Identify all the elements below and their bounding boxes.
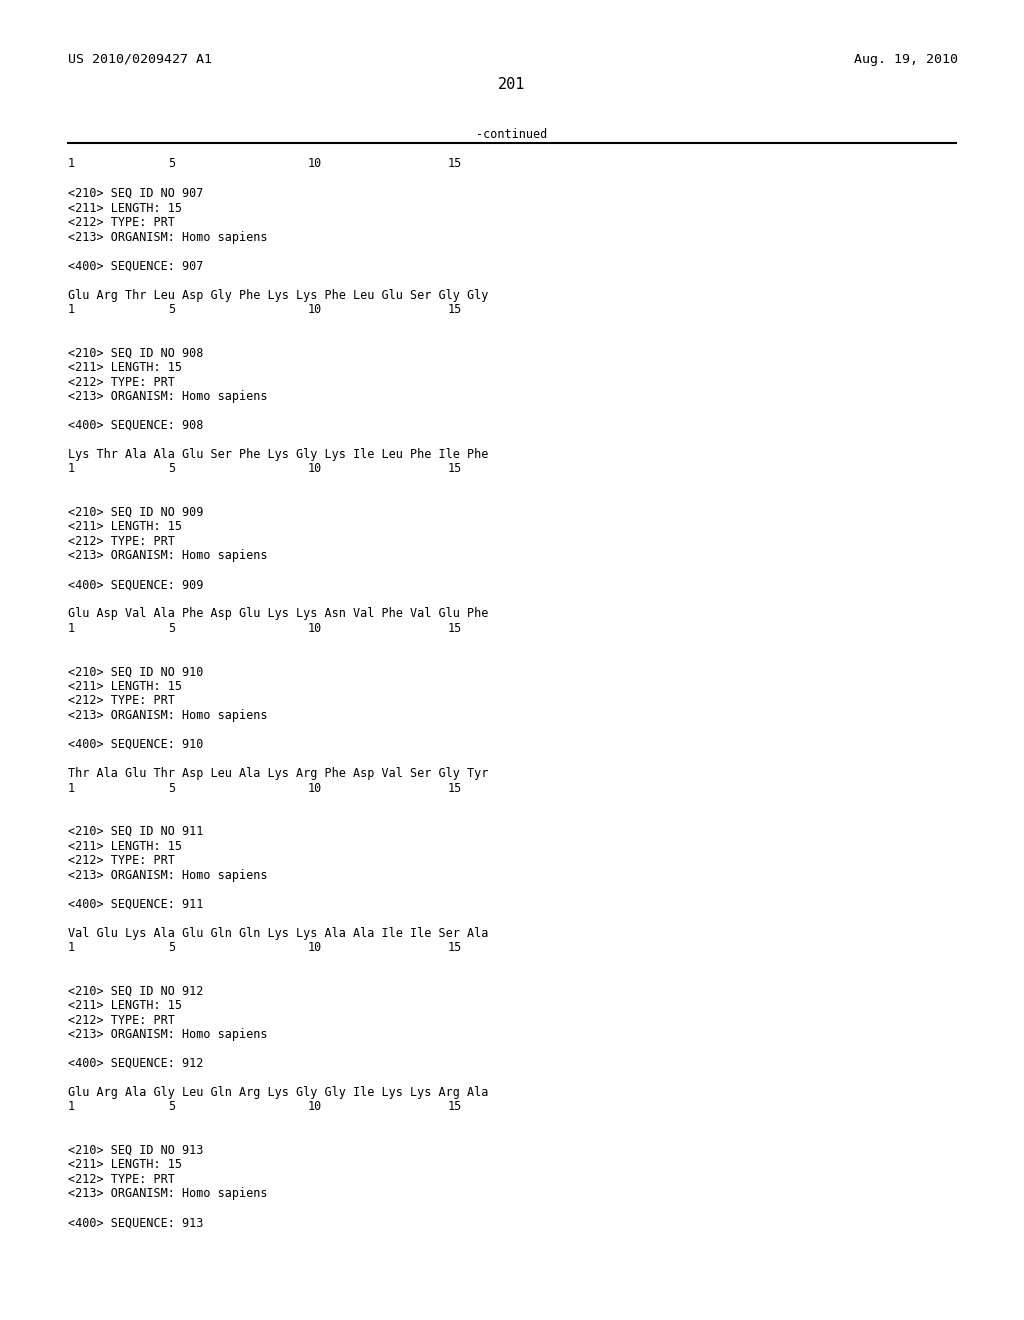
Text: Glu Arg Thr Leu Asp Gly Phe Lys Lys Phe Leu Glu Ser Gly Gly: Glu Arg Thr Leu Asp Gly Phe Lys Lys Phe …: [68, 289, 488, 301]
Text: <400> SEQUENCE: 911: <400> SEQUENCE: 911: [68, 898, 204, 911]
Text: -continued: -continued: [476, 128, 548, 141]
Text: 10: 10: [308, 781, 323, 795]
Text: <211> LENGTH: 15: <211> LENGTH: 15: [68, 680, 182, 693]
Text: <213> ORGANISM: Homo sapiens: <213> ORGANISM: Homo sapiens: [68, 1028, 267, 1041]
Text: <210> SEQ ID NO 912: <210> SEQ ID NO 912: [68, 985, 204, 998]
Text: 1: 1: [68, 462, 75, 475]
Text: 5: 5: [168, 781, 175, 795]
Text: <210> SEQ ID NO 910: <210> SEQ ID NO 910: [68, 665, 204, 678]
Text: 15: 15: [449, 1101, 462, 1114]
Text: <400> SEQUENCE: 907: <400> SEQUENCE: 907: [68, 260, 204, 272]
Text: Glu Arg Ala Gly Leu Gln Arg Lys Gly Gly Ile Lys Lys Arg Ala: Glu Arg Ala Gly Leu Gln Arg Lys Gly Gly …: [68, 1086, 488, 1100]
Text: 10: 10: [308, 304, 323, 315]
Text: Aug. 19, 2010: Aug. 19, 2010: [854, 53, 958, 66]
Text: <212> TYPE: PRT: <212> TYPE: PRT: [68, 1014, 175, 1027]
Text: <210> SEQ ID NO 909: <210> SEQ ID NO 909: [68, 506, 204, 519]
Text: US 2010/0209427 A1: US 2010/0209427 A1: [68, 53, 212, 66]
Text: 5: 5: [168, 157, 175, 170]
Text: <400> SEQUENCE: 909: <400> SEQUENCE: 909: [68, 578, 204, 591]
Text: 1: 1: [68, 781, 75, 795]
Text: 1: 1: [68, 941, 75, 954]
Text: <211> LENGTH: 15: <211> LENGTH: 15: [68, 1159, 182, 1172]
Text: 10: 10: [308, 157, 323, 170]
Text: <212> TYPE: PRT: <212> TYPE: PRT: [68, 375, 175, 388]
Text: 15: 15: [449, 304, 462, 315]
Text: <212> TYPE: PRT: <212> TYPE: PRT: [68, 694, 175, 708]
Text: 10: 10: [308, 622, 323, 635]
Text: <400> SEQUENCE: 910: <400> SEQUENCE: 910: [68, 738, 204, 751]
Text: <212> TYPE: PRT: <212> TYPE: PRT: [68, 216, 175, 228]
Text: <400> SEQUENCE: 913: <400> SEQUENCE: 913: [68, 1217, 204, 1229]
Text: 1: 1: [68, 622, 75, 635]
Text: <213> ORGANISM: Homo sapiens: <213> ORGANISM: Homo sapiens: [68, 869, 267, 882]
Text: 5: 5: [168, 304, 175, 315]
Text: <212> TYPE: PRT: <212> TYPE: PRT: [68, 854, 175, 867]
Text: <212> TYPE: PRT: <212> TYPE: PRT: [68, 535, 175, 548]
Text: <210> SEQ ID NO 908: <210> SEQ ID NO 908: [68, 346, 204, 359]
Text: <210> SEQ ID NO 911: <210> SEQ ID NO 911: [68, 825, 204, 838]
Text: <400> SEQUENCE: 912: <400> SEQUENCE: 912: [68, 1057, 204, 1071]
Text: <210> SEQ ID NO 913: <210> SEQ ID NO 913: [68, 1144, 204, 1158]
Text: 1: 1: [68, 1101, 75, 1114]
Text: <211> LENGTH: 15: <211> LENGTH: 15: [68, 999, 182, 1012]
Text: <213> ORGANISM: Homo sapiens: <213> ORGANISM: Homo sapiens: [68, 231, 267, 243]
Text: 15: 15: [449, 157, 462, 170]
Text: 5: 5: [168, 941, 175, 954]
Text: 10: 10: [308, 941, 323, 954]
Text: <211> LENGTH: 15: <211> LENGTH: 15: [68, 202, 182, 214]
Text: <212> TYPE: PRT: <212> TYPE: PRT: [68, 1173, 175, 1185]
Text: 10: 10: [308, 462, 323, 475]
Text: 5: 5: [168, 1101, 175, 1114]
Text: <211> LENGTH: 15: <211> LENGTH: 15: [68, 520, 182, 533]
Text: <211> LENGTH: 15: <211> LENGTH: 15: [68, 360, 182, 374]
Text: 15: 15: [449, 462, 462, 475]
Text: 1: 1: [68, 157, 75, 170]
Text: 15: 15: [449, 622, 462, 635]
Text: <213> ORGANISM: Homo sapiens: <213> ORGANISM: Homo sapiens: [68, 549, 267, 562]
Text: 10: 10: [308, 1101, 323, 1114]
Text: 1: 1: [68, 304, 75, 315]
Text: 5: 5: [168, 622, 175, 635]
Text: 15: 15: [449, 781, 462, 795]
Text: Val Glu Lys Ala Glu Gln Gln Lys Lys Ala Ala Ile Ile Ser Ala: Val Glu Lys Ala Glu Gln Gln Lys Lys Ala …: [68, 927, 488, 940]
Text: <210> SEQ ID NO 907: <210> SEQ ID NO 907: [68, 187, 204, 201]
Text: Thr Ala Glu Thr Asp Leu Ala Lys Arg Phe Asp Val Ser Gly Tyr: Thr Ala Glu Thr Asp Leu Ala Lys Arg Phe …: [68, 767, 488, 780]
Text: Lys Thr Ala Ala Glu Ser Phe Lys Gly Lys Ile Leu Phe Ile Phe: Lys Thr Ala Ala Glu Ser Phe Lys Gly Lys …: [68, 447, 488, 461]
Text: 5: 5: [168, 462, 175, 475]
Text: <400> SEQUENCE: 908: <400> SEQUENCE: 908: [68, 418, 204, 432]
Text: <211> LENGTH: 15: <211> LENGTH: 15: [68, 840, 182, 853]
Text: Glu Asp Val Ala Phe Asp Glu Lys Lys Asn Val Phe Val Glu Phe: Glu Asp Val Ala Phe Asp Glu Lys Lys Asn …: [68, 607, 488, 620]
Text: <213> ORGANISM: Homo sapiens: <213> ORGANISM: Homo sapiens: [68, 1188, 267, 1200]
Text: 201: 201: [499, 77, 525, 92]
Text: <213> ORGANISM: Homo sapiens: <213> ORGANISM: Homo sapiens: [68, 389, 267, 403]
Text: <213> ORGANISM: Homo sapiens: <213> ORGANISM: Homo sapiens: [68, 709, 267, 722]
Text: 15: 15: [449, 941, 462, 954]
